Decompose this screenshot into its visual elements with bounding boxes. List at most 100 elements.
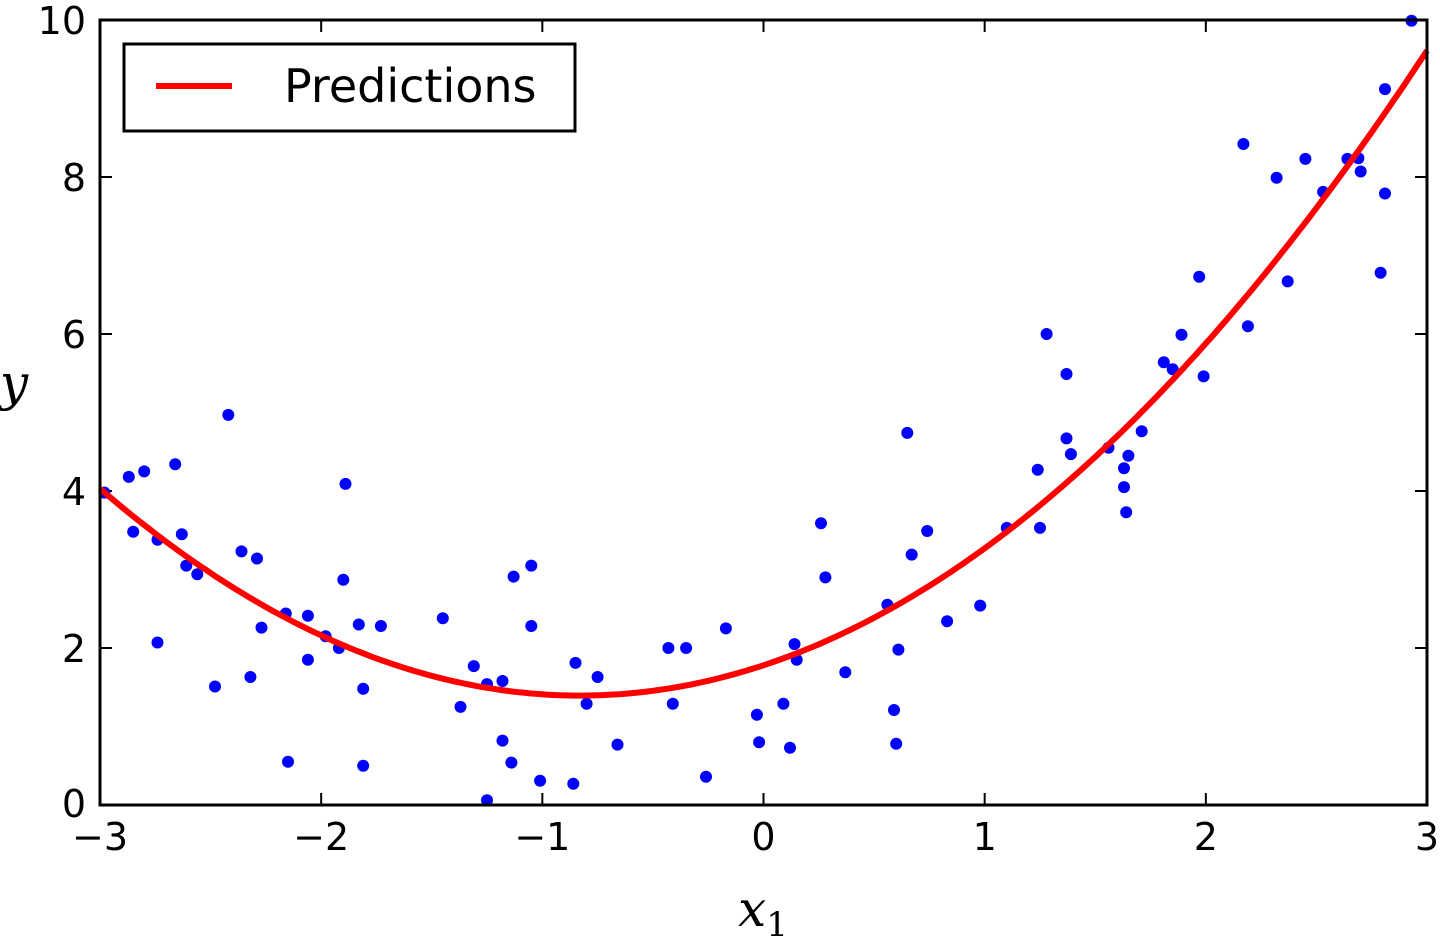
y-tick-label: 2 <box>62 627 86 671</box>
data-point <box>921 525 934 537</box>
data-point <box>569 656 582 669</box>
data-point <box>505 756 518 769</box>
x-tick-label: 2 <box>1194 815 1218 859</box>
data-point <box>357 759 370 772</box>
data-point <box>784 741 796 754</box>
y-tick-label: 10 <box>38 0 86 43</box>
x-axis-title-main: x <box>738 880 766 936</box>
data-point <box>301 609 314 622</box>
data-point <box>777 697 790 710</box>
data-point <box>357 682 370 695</box>
data-point <box>1060 432 1073 445</box>
data-point <box>1034 521 1046 534</box>
data-point <box>1175 328 1188 341</box>
data-point <box>941 615 954 628</box>
data-point <box>1193 270 1206 283</box>
data-point <box>525 620 538 632</box>
data-point <box>890 737 903 750</box>
data-point <box>1354 165 1367 178</box>
data-point <box>888 704 900 716</box>
data-point <box>282 755 294 768</box>
data-point <box>1281 275 1294 288</box>
data-point <box>1270 171 1283 184</box>
data-point <box>209 680 221 693</box>
data-point <box>151 636 164 649</box>
data-point <box>905 548 918 561</box>
x-tick-label: −2 <box>293 815 349 859</box>
data-point <box>339 477 352 490</box>
data-point <box>839 666 852 679</box>
data-point <box>680 642 693 654</box>
data-point <box>753 736 766 749</box>
data-point <box>611 738 624 751</box>
data-point <box>1040 328 1053 340</box>
data-point <box>1064 448 1077 461</box>
y-tick-label: 4 <box>62 470 86 514</box>
data-point <box>819 571 832 584</box>
data-point <box>662 642 675 654</box>
data-point <box>436 612 449 625</box>
data-point <box>481 794 493 807</box>
data-point <box>1120 506 1133 519</box>
x-tick-label: 0 <box>751 815 775 859</box>
data-point <box>666 697 679 710</box>
data-point <box>507 570 520 583</box>
data-point <box>750 708 763 721</box>
data-point <box>1299 152 1312 165</box>
data-point <box>1135 425 1148 438</box>
data-point <box>1374 266 1387 279</box>
data-point <box>180 559 193 572</box>
data-point <box>235 545 248 558</box>
data-point <box>1379 187 1391 200</box>
data-point <box>788 638 801 651</box>
data-point <box>719 622 732 635</box>
data-point <box>1237 138 1250 150</box>
data-point <box>251 552 263 565</box>
data-point <box>352 618 365 631</box>
data-point <box>580 697 593 710</box>
x-axis-title: x1 <box>738 880 788 936</box>
data-point <box>901 426 914 439</box>
data-point <box>1118 481 1130 494</box>
data-point <box>1060 368 1073 380</box>
data-point <box>591 671 604 683</box>
legend: Predictions <box>122 42 577 133</box>
data-point <box>454 700 467 713</box>
data-point <box>496 734 509 747</box>
x-tick-label: −3 <box>72 815 128 859</box>
data-point <box>1118 462 1130 475</box>
y-tick-label: 8 <box>62 156 86 200</box>
data-point <box>567 777 580 790</box>
data-point <box>534 774 547 787</box>
data-point <box>301 653 314 666</box>
data-point <box>1031 463 1044 476</box>
data-point <box>1379 83 1391 96</box>
y-tick-label: 6 <box>62 313 86 357</box>
x-axis-title-subscript: 1 <box>766 905 788 936</box>
x-tick-label: 3 <box>1415 815 1439 859</box>
y-axis-title: y <box>0 354 29 412</box>
data-point <box>815 517 827 530</box>
data-point <box>244 671 257 683</box>
y-tick-label: 0 <box>62 782 86 826</box>
legend-label: Predictions <box>284 59 536 113</box>
data-point <box>1157 356 1170 369</box>
data-point <box>1197 370 1210 383</box>
data-point <box>1122 449 1135 462</box>
data-point <box>496 675 509 687</box>
data-point <box>974 599 987 612</box>
data-point <box>169 458 182 471</box>
data-point <box>222 408 235 421</box>
data-point <box>337 573 350 586</box>
x-tick-label: −1 <box>514 815 570 859</box>
plot-frame <box>98 18 1429 807</box>
tick-labels: −3 −2 −1 0 1 2 3 0 2 4 6 8 10 <box>38 0 1439 859</box>
data-point <box>700 770 712 783</box>
data-point <box>525 559 538 572</box>
data-point <box>191 568 204 581</box>
data-point <box>374 620 387 632</box>
data-point <box>255 621 268 634</box>
data-point <box>892 643 905 656</box>
